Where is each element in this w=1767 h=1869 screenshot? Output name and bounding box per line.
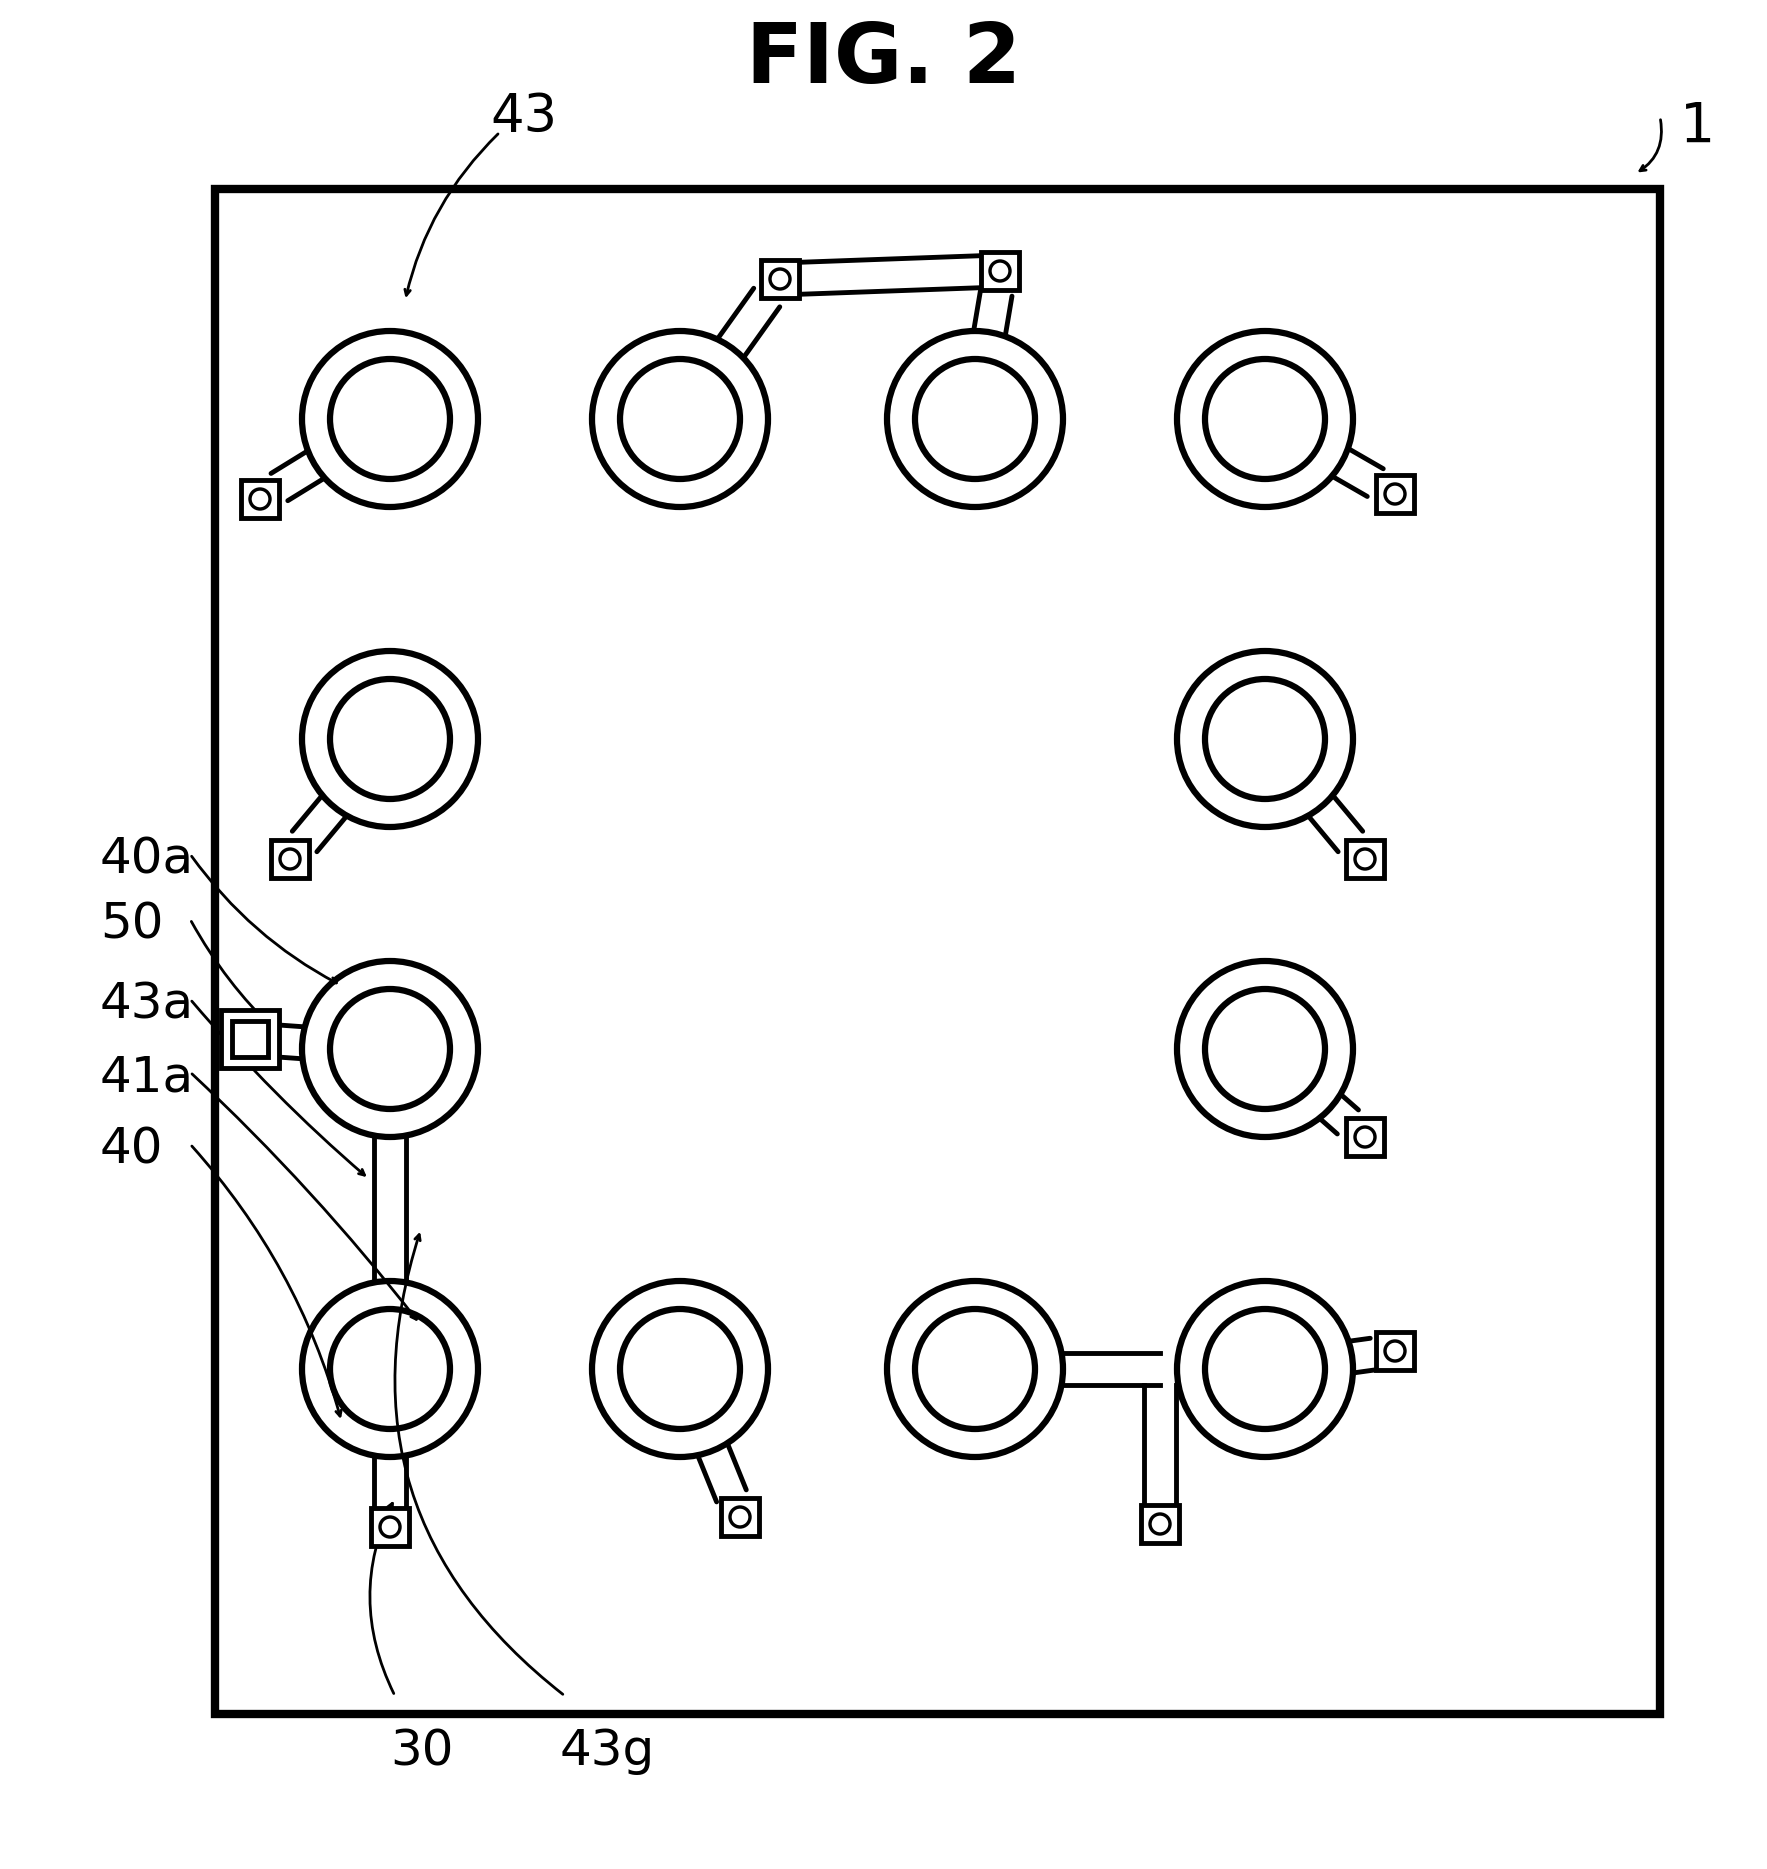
Text: 43a: 43a <box>101 979 194 1028</box>
Bar <box>721 1497 760 1536</box>
Text: 50: 50 <box>101 901 164 948</box>
Bar <box>762 260 799 297</box>
Text: 43: 43 <box>489 92 557 144</box>
Bar <box>1346 839 1384 878</box>
Text: 40a: 40a <box>101 835 194 882</box>
Bar <box>1346 1118 1384 1157</box>
Text: 30: 30 <box>391 1727 454 1776</box>
Bar <box>1376 475 1414 512</box>
Bar <box>231 1020 269 1058</box>
Bar <box>240 480 279 518</box>
Bar <box>270 839 309 878</box>
Text: 41a: 41a <box>101 1052 194 1101</box>
Text: 40: 40 <box>101 1125 164 1174</box>
Text: 43g: 43g <box>560 1727 656 1776</box>
Bar <box>1376 1333 1414 1370</box>
Bar <box>981 252 1020 290</box>
Text: 1: 1 <box>1680 101 1716 153</box>
Bar <box>1141 1505 1179 1544</box>
Bar <box>371 1508 408 1546</box>
Text: FIG. 2: FIG. 2 <box>746 19 1021 99</box>
Bar <box>221 1009 279 1067</box>
Bar <box>216 189 1659 1714</box>
